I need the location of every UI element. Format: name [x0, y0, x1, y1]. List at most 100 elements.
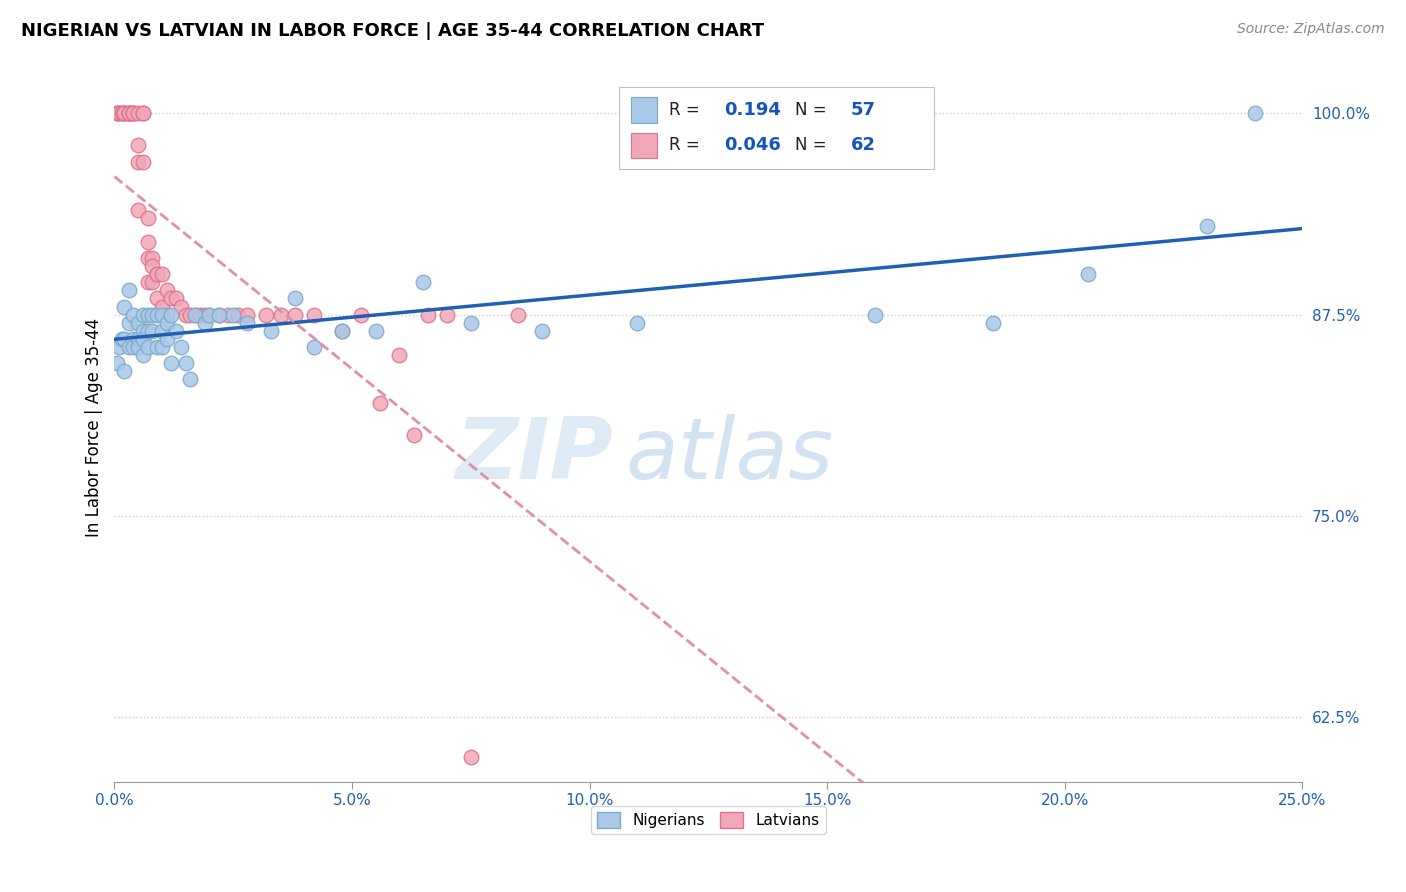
Point — [174, 308, 197, 322]
Point — [170, 340, 193, 354]
Point — [165, 292, 187, 306]
Point — [350, 308, 373, 322]
Point — [136, 340, 159, 354]
Point — [302, 340, 325, 354]
Point — [118, 106, 141, 120]
Point — [127, 138, 149, 153]
Point — [208, 308, 231, 322]
Point — [156, 284, 179, 298]
Point — [160, 356, 183, 370]
Point — [127, 106, 149, 120]
Point — [136, 308, 159, 322]
Text: 0.194: 0.194 — [724, 101, 780, 119]
Point — [122, 308, 145, 322]
Point — [156, 316, 179, 330]
Point — [141, 259, 163, 273]
Point — [160, 308, 183, 322]
Point — [160, 292, 183, 306]
Text: 0.046: 0.046 — [724, 136, 780, 154]
Point — [184, 308, 207, 322]
Point — [127, 316, 149, 330]
Point — [412, 276, 434, 290]
Point — [118, 106, 141, 120]
Point — [332, 324, 354, 338]
Text: N =: N = — [794, 101, 832, 119]
Point — [150, 308, 173, 322]
Point — [136, 276, 159, 290]
Point — [112, 106, 135, 120]
Point — [530, 324, 553, 338]
Point — [284, 292, 307, 306]
Point — [108, 106, 131, 120]
Point — [174, 356, 197, 370]
Point — [118, 340, 141, 354]
Point — [150, 268, 173, 282]
Point — [118, 316, 141, 330]
Point — [236, 308, 259, 322]
Point — [118, 284, 141, 298]
Point — [132, 348, 155, 362]
Point — [436, 308, 458, 322]
Text: NIGERIAN VS LATVIAN IN LABOR FORCE | AGE 35-44 CORRELATION CHART: NIGERIAN VS LATVIAN IN LABOR FORCE | AGE… — [21, 22, 765, 40]
Point — [1077, 268, 1099, 282]
Point — [136, 211, 159, 225]
Point — [136, 251, 159, 265]
Point — [118, 106, 141, 120]
Point — [105, 106, 128, 120]
Point — [141, 324, 163, 338]
Point — [108, 340, 131, 354]
Text: R =: R = — [669, 101, 704, 119]
Point — [460, 750, 482, 764]
Point — [170, 300, 193, 314]
Point — [146, 308, 169, 322]
Point — [236, 316, 259, 330]
Point — [156, 308, 179, 322]
Point — [136, 324, 159, 338]
Point — [508, 308, 530, 322]
Point — [127, 340, 149, 354]
Point — [118, 106, 141, 120]
Point — [150, 340, 173, 354]
Point — [284, 308, 307, 322]
Text: N =: N = — [794, 136, 832, 154]
Point — [105, 356, 128, 370]
Point — [112, 364, 135, 378]
Point — [150, 324, 173, 338]
Text: ZIP: ZIP — [456, 414, 613, 497]
Legend: Nigerians, Latvians: Nigerians, Latvians — [591, 806, 825, 834]
Text: 62: 62 — [851, 136, 876, 154]
FancyBboxPatch shape — [631, 133, 657, 158]
Point — [198, 308, 221, 322]
Point — [863, 308, 886, 322]
Point — [198, 308, 221, 322]
Point — [110, 106, 132, 120]
Point — [146, 268, 169, 282]
Point — [122, 106, 145, 120]
Point — [146, 268, 169, 282]
Point — [132, 154, 155, 169]
Point — [132, 106, 155, 120]
Point — [150, 300, 173, 314]
Point — [122, 106, 145, 120]
Point — [416, 308, 439, 322]
Point — [1197, 219, 1219, 233]
Point — [141, 251, 163, 265]
Point — [179, 308, 201, 322]
Point — [112, 106, 135, 120]
Point — [165, 324, 187, 338]
FancyBboxPatch shape — [631, 97, 657, 122]
Point — [127, 332, 149, 346]
Point — [105, 106, 128, 120]
Point — [364, 324, 387, 338]
Point — [208, 308, 231, 322]
Point — [194, 308, 217, 322]
Point — [122, 332, 145, 346]
Point — [141, 308, 163, 322]
Point — [188, 308, 211, 322]
Point — [110, 332, 132, 346]
Point — [108, 106, 131, 120]
Point — [194, 316, 217, 330]
Text: Source: ZipAtlas.com: Source: ZipAtlas.com — [1237, 22, 1385, 37]
Point — [136, 235, 159, 249]
Point — [132, 308, 155, 322]
